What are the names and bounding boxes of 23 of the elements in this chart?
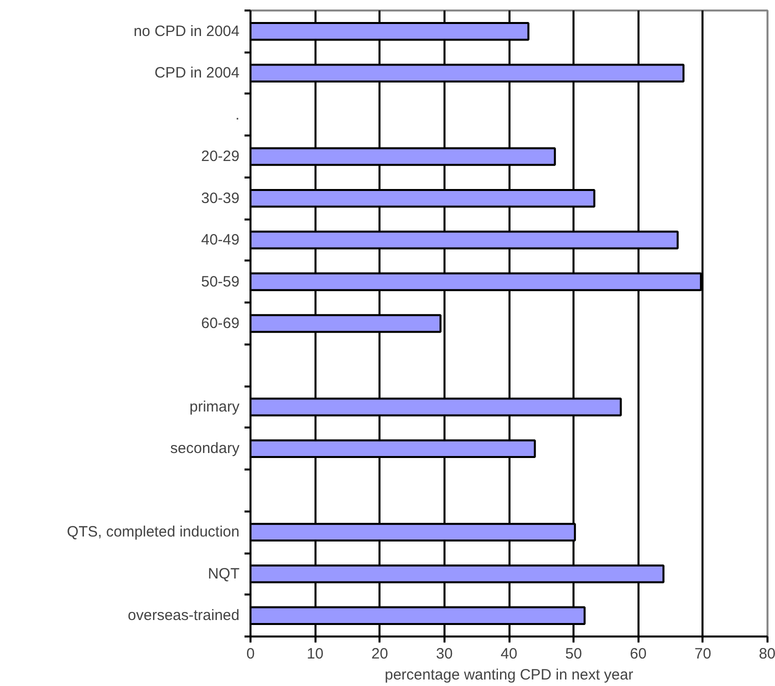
y-tick-label: CPD in 2004 (154, 64, 240, 82)
y-tick-label: 30-39 (201, 190, 240, 207)
x-tick-label: 10 (306, 646, 324, 662)
y-tick-label: 50-59 (201, 273, 240, 290)
x-tick-label: 20 (371, 646, 388, 662)
y-tick-label: secondary (170, 440, 240, 458)
x-axis-title: percentage wanting CPD in next year (384, 666, 634, 684)
y-tick-label: overseas-trained (128, 607, 240, 624)
y-tick-label: 20-29 (201, 148, 240, 166)
x-tick-label: 30 (436, 646, 453, 662)
y-tick-label: NQT (208, 565, 240, 582)
y-tick-label: no CPD in 2004 (134, 22, 240, 40)
x-tick-label: 0 (246, 646, 255, 662)
y-tick-label: primary (190, 398, 240, 416)
y-tick-label: . (235, 106, 240, 124)
y-tick-label: 60-69 (201, 315, 240, 332)
x-tick-label: 70 (694, 646, 712, 662)
x-tick-label: 60 (630, 646, 647, 662)
x-tick-label: 40 (500, 646, 518, 662)
x-tick-label: 50 (565, 646, 582, 662)
x-tick-label: 80 (758, 646, 775, 662)
y-tick-label: 40-49 (201, 232, 240, 249)
y-tick-label: QTS, completed induction (66, 524, 240, 541)
